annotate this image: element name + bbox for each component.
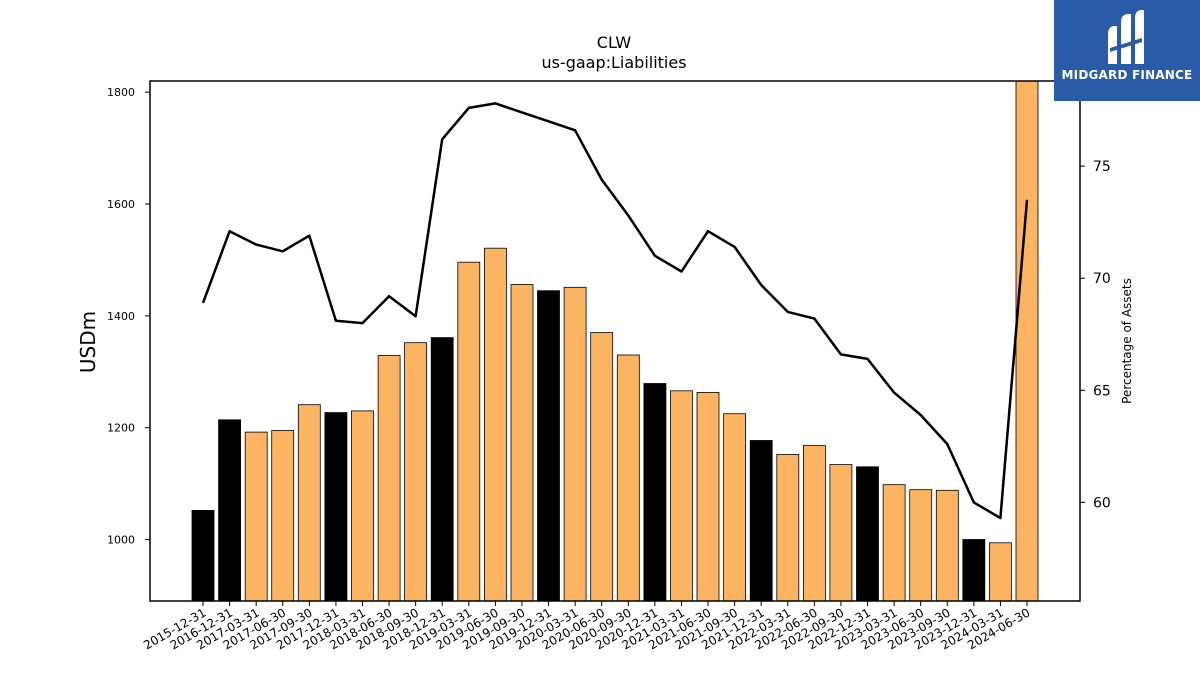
y-tick-label: 1800 [107,86,135,99]
bar [989,542,1012,602]
logo-text: MIDGARD FINANCE [1061,68,1193,82]
bar [563,286,587,602]
bar [803,445,826,602]
logo-mark-icon [1108,10,1144,64]
bar [749,440,773,602]
bar [404,342,428,602]
bar [909,489,933,602]
bar [537,290,560,602]
bar [856,466,879,602]
plot-frame [149,80,1081,602]
bar [935,489,959,602]
y2-tick-label: 60 [1093,495,1111,511]
y-axis-label: USDm [76,311,100,373]
bar [962,539,986,602]
bar [616,354,640,602]
chart-title: CLW [597,33,632,52]
chart-subtitle: us-gaap:Liabilities [541,53,686,72]
bar [244,431,268,602]
line-series [201,102,1029,520]
bar [696,391,720,602]
y-tick-label: 1000 [107,533,135,546]
logo: MIDGARD FINANCE [1054,0,1200,101]
bar [457,261,481,602]
bar [829,464,853,602]
bar [271,430,295,602]
bar [430,337,454,602]
bar-series [191,80,1039,602]
y2-tick-label: 65 [1093,383,1111,399]
bar [670,390,693,602]
bar [351,410,374,602]
y-tick-label: 1400 [107,310,135,323]
bar [510,284,534,602]
bar [776,454,800,602]
percentage-line [201,102,1029,520]
bar [1015,80,1039,602]
y2-tick-label: 75 [1093,159,1111,175]
bar [590,332,614,602]
bar [882,484,906,602]
bar [723,413,746,602]
bar [297,404,321,602]
y2-tick-label: 70 [1093,271,1111,287]
bar [643,383,667,602]
y2-axis-label: Percentage of Assets [1120,278,1134,404]
bar [377,355,401,602]
bar [324,412,348,602]
axes: 10001200140016001800606570752015-12-3120… [107,80,1111,652]
bar [191,509,215,602]
y-tick-label: 1600 [107,198,135,211]
bar [218,419,242,602]
bar [483,247,507,602]
y-tick-label: 1200 [107,422,135,435]
